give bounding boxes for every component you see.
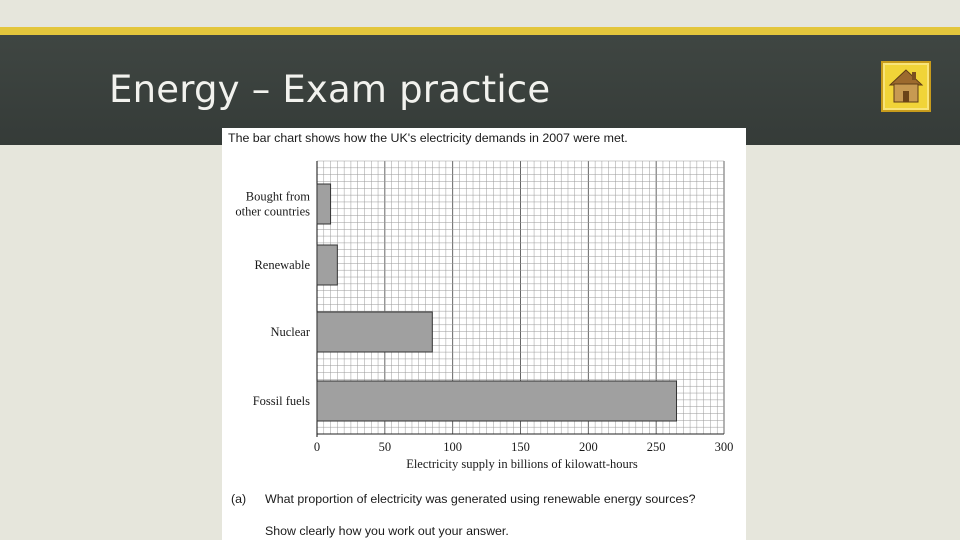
x-tick-label: 200 — [579, 440, 598, 454]
x-tick-label: 50 — [379, 440, 392, 454]
category-label: Fossil fuels — [253, 394, 310, 408]
x-tick-label: 300 — [715, 440, 734, 454]
x-tick-label: 0 — [314, 440, 320, 454]
home-icon — [888, 69, 924, 103]
category-label: Nuclear — [270, 325, 310, 339]
x-tick-label: 100 — [443, 440, 462, 454]
question-instruction: Show clearly how you work out your answe… — [265, 524, 509, 538]
question-text: What proportion of electricity was gener… — [265, 492, 696, 506]
bar-renewable — [316, 244, 338, 286]
bar-nuclear — [316, 311, 433, 353]
x-tick-label: 250 — [647, 440, 666, 454]
home-button[interactable] — [881, 61, 931, 112]
bar-fossil-fuels — [316, 380, 678, 422]
x-axis-label: Electricity supply in billions of kilowa… — [406, 457, 638, 471]
worksheet-panel: The bar chart shows how the UK's electri… — [222, 128, 746, 540]
header-band — [0, 35, 960, 145]
x-tick-label: 150 — [511, 440, 530, 454]
bar-chart: Bought from other countries Renewable Nucle… — [235, 160, 734, 471]
slide-title: Energy – Exam practice — [109, 68, 551, 111]
bar-bought-from-other-countries — [316, 183, 332, 225]
category-label: Bought from other countries — [235, 190, 310, 219]
category-label: Renewable — [254, 258, 310, 272]
worksheet-intro: The bar chart shows how the UK's electri… — [228, 131, 628, 145]
question-label: (a) — [231, 492, 247, 506]
top-accent-stripe — [0, 27, 960, 35]
